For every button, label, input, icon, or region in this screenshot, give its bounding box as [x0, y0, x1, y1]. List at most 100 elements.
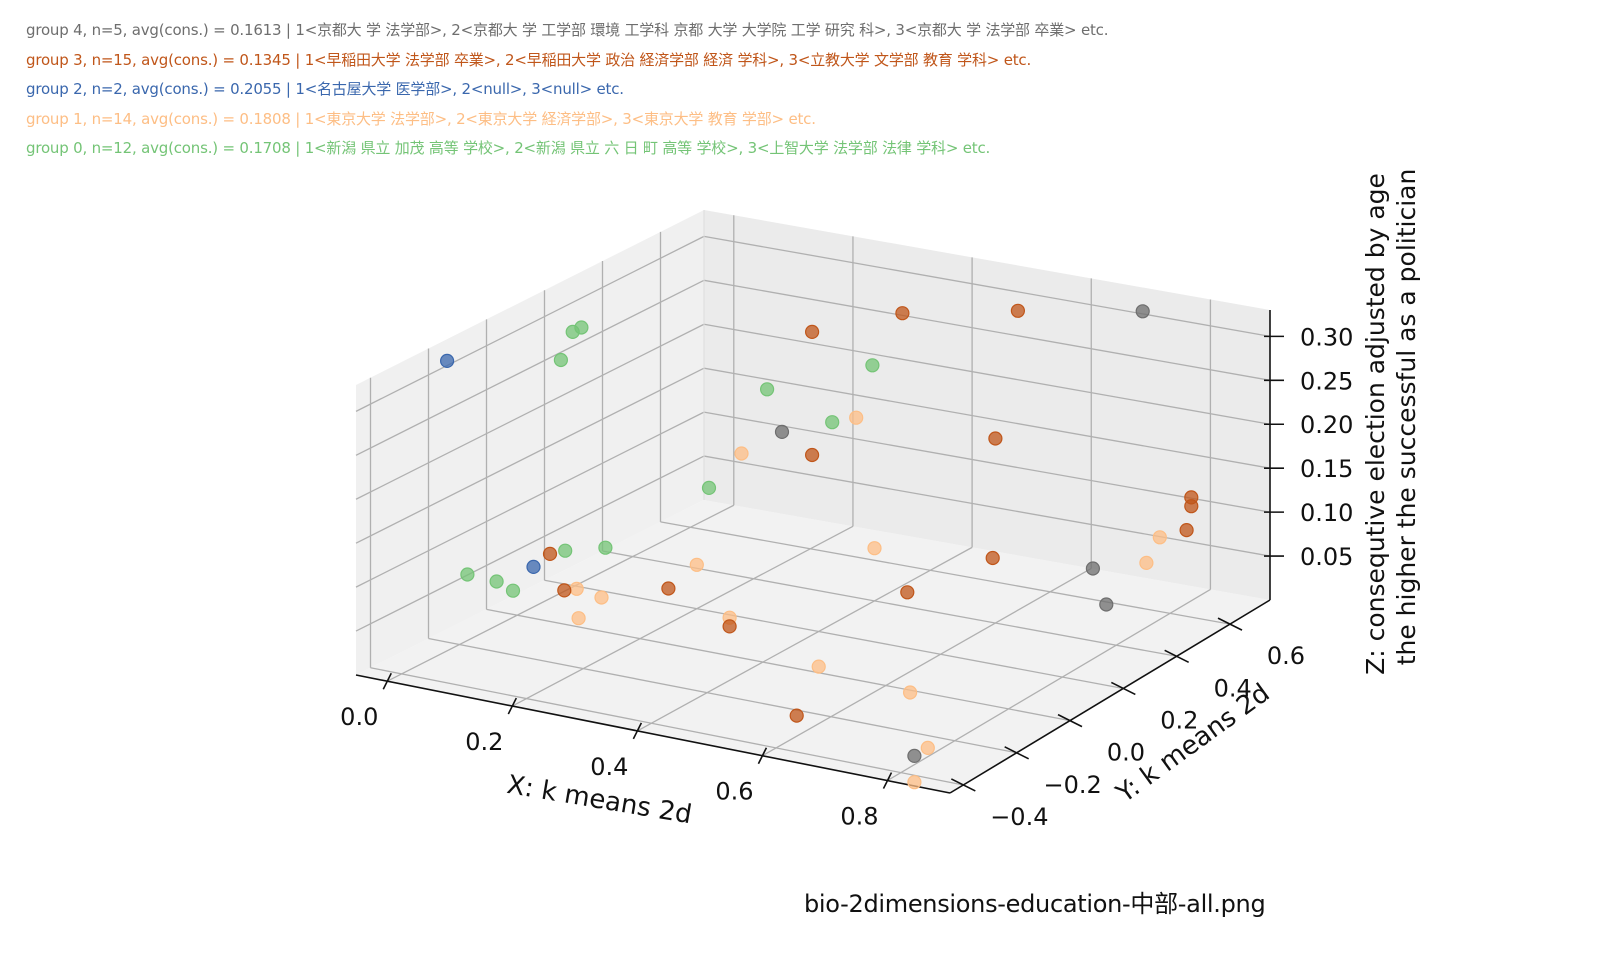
data-point-group-1 [569, 581, 584, 596]
data-point-group-3 [1179, 522, 1194, 538]
grid-line-z-left [355, 367, 705, 544]
grid-line-y-floor [544, 579, 1124, 690]
data-points [440, 303, 1199, 790]
data-point-group-1 [907, 775, 922, 790]
z-tick-label: 0.05 [1300, 543, 1353, 571]
legend-entry: group 0, n=12, avg(cons.) = 0.1708 | 1<新… [26, 139, 991, 157]
data-point-group-3 [804, 447, 820, 463]
data-point-group-0 [489, 574, 504, 589]
grid-line-z-back [703, 323, 1271, 425]
data-point-group-3 [557, 583, 572, 598]
x-tick [757, 747, 768, 765]
data-point-group-3 [661, 581, 676, 596]
data-point-group-1 [867, 541, 882, 556]
data-point-group-1 [594, 590, 609, 605]
data-point-group-3 [1184, 490, 1199, 505]
grid-line-x-floor [762, 567, 1092, 757]
data-point-group-2 [440, 353, 455, 368]
x-tick-label: 0.4 [590, 753, 628, 781]
data-point-group-0 [565, 324, 580, 339]
data-point-group-4 [774, 424, 790, 439]
data-point-group-3 [1010, 303, 1026, 318]
y-tick [1004, 746, 1030, 760]
grid-line-z-back [703, 279, 1271, 381]
z-axis-label-line-1: Z: consequtive election adjusted by age [1361, 173, 1390, 675]
axis-panes [356, 210, 1270, 793]
legend-entry: group 2, n=2, avg(cons.) = 0.2055 | 1<名古… [26, 80, 624, 98]
y-tick-label: −0.2 [1044, 771, 1102, 799]
figure-caption: bio-2dimensions-education-中部-all.png [804, 890, 1266, 918]
z-tick-label: 0.20 [1300, 411, 1353, 439]
y-tick [950, 778, 976, 792]
grid-line-z-back [703, 411, 1271, 513]
data-point-group-0 [701, 480, 717, 495]
y-tick [1217, 617, 1243, 631]
data-point-group-0 [759, 382, 775, 397]
data-point-group-1 [734, 446, 749, 461]
grid-lines [355, 210, 1271, 786]
back-pane [704, 210, 1270, 600]
grid-line-z-back [703, 455, 1271, 557]
y-axis-line [949, 599, 1271, 794]
y-tick-label: 0.0 [1107, 739, 1145, 767]
x-tick-label: 0.8 [840, 803, 878, 831]
x-tick [507, 697, 518, 715]
z-tick-label: 0.15 [1300, 455, 1353, 483]
data-point-group-3 [900, 585, 915, 600]
x-tick-label: 0.6 [715, 778, 753, 806]
legend: group 4, n=5, avg(cons.) = 0.1613 | 1<京都… [26, 16, 1108, 164]
grid-line-x-floor [637, 546, 973, 732]
grid-line-y-floor [486, 608, 1071, 722]
data-point-group-0 [460, 567, 475, 582]
data-point-group-0 [553, 352, 569, 368]
data-point-group-1 [902, 685, 918, 700]
grid-line-z-left [355, 411, 705, 588]
y-tick [1057, 713, 1083, 728]
grid-line-z-left [355, 323, 705, 500]
left-pane [356, 210, 704, 675]
data-point-group-1 [571, 611, 586, 626]
grid-line-z-back [703, 367, 1271, 469]
data-point-group-3 [804, 324, 820, 339]
data-point-group-0 [505, 583, 521, 598]
z-axis-label-line-2: the higher the successful as a politicia… [1392, 169, 1421, 666]
data-point-group-3 [722, 619, 737, 634]
data-point-group-1 [811, 659, 826, 674]
y-tick-label: 0.4 [1214, 674, 1252, 702]
data-point-group-1 [1139, 555, 1154, 571]
y-tick-label: −0.4 [990, 803, 1048, 831]
y-tick [1110, 681, 1136, 696]
data-point-group-3 [988, 431, 1003, 446]
z-tick-label: 0.10 [1300, 499, 1353, 527]
data-point-group-3 [895, 306, 910, 321]
grid-line-y-floor [428, 637, 1017, 754]
z-tick-label: 0.30 [1300, 323, 1353, 351]
y-tick-label: 0.6 [1267, 642, 1305, 670]
data-point-group-0 [598, 540, 613, 555]
data-point-group-3 [985, 550, 1000, 566]
y-tick-label: 0.2 [1160, 706, 1198, 734]
data-point-group-1 [920, 740, 935, 756]
axis-ticks: 0.00.20.40.60.8 −0.4−0.20.00.20.40.60.050… [340, 323, 1353, 831]
x-tick [882, 772, 893, 789]
data-point-group-4 [1085, 561, 1101, 576]
grid-line-y-floor [370, 667, 964, 786]
grid-line-z-left [355, 455, 705, 632]
grid-line-z-left [355, 279, 705, 456]
data-point-group-4 [1135, 304, 1150, 319]
data-point-group-0 [558, 543, 573, 558]
data-point-group-0 [825, 415, 840, 430]
data-point-group-1 [1152, 530, 1167, 545]
data-point-group-4 [1099, 597, 1114, 612]
data-point-group-2 [526, 559, 541, 575]
x-tick [382, 672, 392, 690]
data-point-group-3 [542, 546, 558, 562]
grid-line-z-left [355, 235, 705, 412]
y-tick [1164, 649, 1190, 664]
axis-lines [355, 310, 1271, 794]
legend-entry: group 3, n=15, avg(cons.) = 0.1345 | 1<早… [26, 50, 1032, 69]
x-tick-label: 0.0 [340, 703, 378, 731]
legend-entry: group 1, n=14, avg(cons.) = 0.1808 | 1<東… [26, 109, 816, 128]
data-point-group-3 [789, 708, 804, 723]
